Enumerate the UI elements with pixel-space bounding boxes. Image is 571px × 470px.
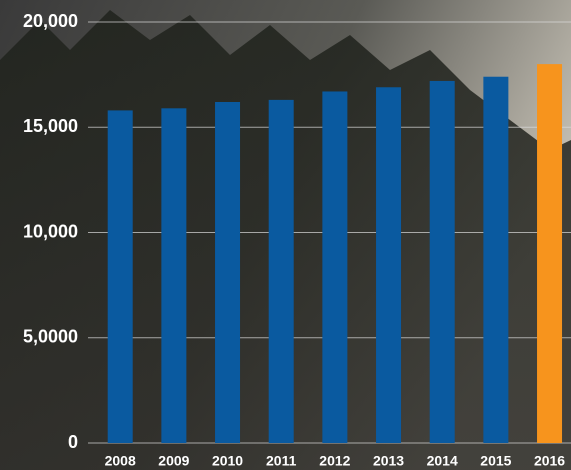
y-tick-label: 15,000 xyxy=(23,116,78,136)
bar xyxy=(376,87,402,443)
y-tick-label: 10,000 xyxy=(23,221,78,241)
bar xyxy=(429,80,455,443)
y-tick-label: 5,0000 xyxy=(23,327,78,347)
bar xyxy=(107,110,133,443)
bar xyxy=(537,64,563,443)
y-tick-label: 0 xyxy=(68,432,78,452)
y-tick-label: 20,000 xyxy=(23,11,78,31)
x-tick-label: 2008 xyxy=(105,453,136,469)
x-tick-label: 2010 xyxy=(212,453,243,469)
bar xyxy=(215,101,241,444)
bar xyxy=(483,76,509,443)
x-tick-label: 2009 xyxy=(158,453,189,469)
bar xyxy=(268,99,294,443)
x-tick-label: 2014 xyxy=(427,453,458,469)
x-tick-label: 2013 xyxy=(373,453,404,469)
x-tick-label: 2016 xyxy=(534,453,565,469)
bar xyxy=(161,108,187,444)
x-tick-label: 2011 xyxy=(266,453,297,469)
x-tick-label: 2012 xyxy=(319,453,350,469)
x-tick-label: 2015 xyxy=(480,453,511,469)
bar xyxy=(322,91,348,443)
